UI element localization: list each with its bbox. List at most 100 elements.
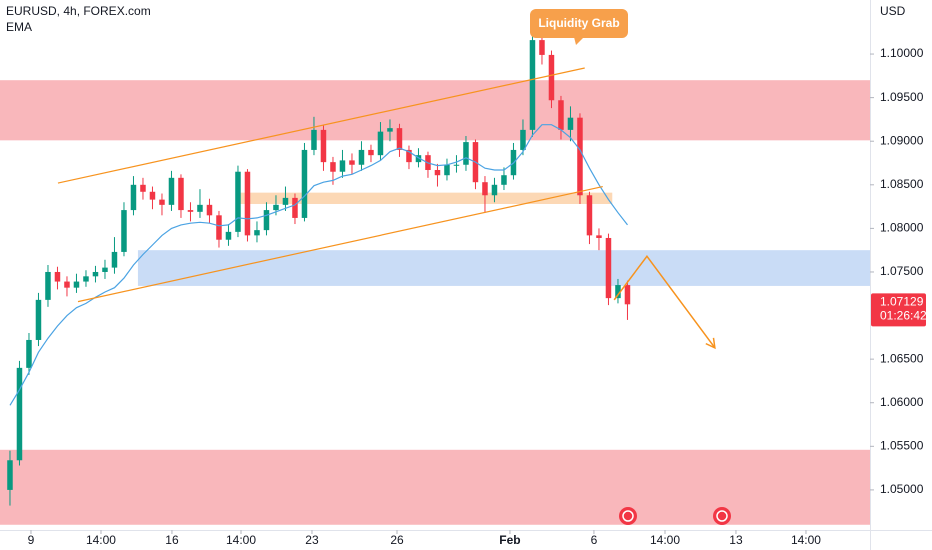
candle-body (548, 54, 555, 101)
candle-body (102, 267, 108, 272)
x-tick-label: 14:00 (650, 533, 680, 547)
candle-body (453, 164, 460, 166)
candle-body (83, 276, 89, 282)
x-tick-label: Feb (499, 533, 520, 547)
x-tick-label: 9 (28, 533, 35, 547)
candle-body (225, 231, 232, 240)
candle-body (358, 149, 365, 165)
trendline (77, 185, 603, 303)
event-icon (713, 507, 731, 525)
candle-body (520, 129, 526, 150)
candle-body (216, 215, 222, 240)
annotation-box (530, 9, 628, 38)
candle-body (26, 339, 32, 368)
y-tick-label: 1.09000 (880, 133, 924, 147)
candle-body (273, 204, 279, 211)
axes: 1.05000 1.05500 1.06000 1.06500 1.07500 1.080… (28, 46, 927, 547)
y-tick-label: 1.05500 (880, 438, 924, 452)
zone (0, 80, 870, 141)
candle-body (387, 128, 393, 132)
y-tick-label: 1.07500 (880, 264, 924, 278)
countdown: 01:26:42 (880, 308, 927, 322)
candle-body (149, 191, 156, 200)
candle-body (16, 367, 23, 461)
candle-body (92, 271, 99, 277)
candle-body (45, 271, 51, 300)
annotation-text: Liquidity Grab (538, 16, 619, 30)
candle-body (330, 162, 336, 172)
candle-body (263, 210, 270, 231)
event-icon (622, 510, 634, 522)
plot-area (0, 19, 870, 525)
candle-body (35, 299, 42, 340)
y-tick-label: 1.08000 (880, 221, 924, 235)
zone (239, 192, 613, 204)
candle-body (396, 128, 403, 150)
candle-body (615, 285, 621, 299)
candle-body (368, 149, 374, 156)
annotation: Liquidity Grab (530, 9, 628, 45)
y-tick-label: 1.06500 (880, 351, 924, 365)
y-tick-label: 1.10000 (880, 46, 924, 60)
candle-body (7, 460, 13, 490)
candle-body (501, 175, 507, 185)
x-tick-label: 14:00 (226, 533, 256, 547)
candle-body (415, 155, 422, 163)
candle-body (406, 149, 412, 163)
candle-body (444, 164, 450, 176)
candle-body (282, 197, 289, 205)
candle-body (539, 40, 545, 55)
x-tick-label: 23 (305, 533, 319, 547)
candle-body (339, 160, 346, 172)
currency: USD (880, 4, 906, 18)
candle-body (121, 210, 127, 252)
candle-body (463, 142, 469, 165)
candle-body (577, 117, 583, 196)
candle-body (311, 129, 317, 150)
candle-body (567, 117, 574, 130)
y-tick-label: 1.09500 (880, 90, 924, 104)
annotation-tail (574, 37, 584, 45)
candle-body (349, 160, 355, 165)
last-price: 1.07129 (880, 294, 924, 308)
projection-arrowhead (705, 337, 716, 350)
candle-body (491, 184, 498, 196)
candle-body (292, 197, 298, 218)
candle-body (168, 177, 175, 205)
candle-body (187, 210, 194, 212)
y-tick-label: 1.06000 (880, 395, 924, 409)
event-icon (619, 507, 731, 525)
ema-line (9, 124, 628, 406)
candle-body (482, 182, 488, 196)
x-tick-label: 26 (390, 533, 404, 547)
price-tag (871, 293, 926, 327)
candle-body (197, 204, 203, 212)
candle-body (434, 169, 441, 176)
candle-body (624, 285, 631, 305)
candle-body (301, 149, 308, 218)
x-tick-label: 16 (165, 533, 179, 547)
candle-body (206, 204, 213, 216)
candle-body (73, 281, 80, 288)
candle-body (320, 129, 327, 163)
x-tick-label: 13 (729, 533, 743, 547)
y-tick-label: 1.05000 (880, 482, 924, 496)
zone (0, 449, 870, 525)
event-icon (716, 510, 728, 522)
x-tick-label: 14:00 (86, 533, 116, 547)
candle-body (529, 40, 536, 130)
candle-body (254, 230, 260, 236)
candle-body (605, 237, 612, 299)
candle-body (596, 235, 602, 238)
candle-body (558, 100, 564, 130)
candle-body (235, 171, 241, 232)
candle-body (586, 195, 593, 236)
x-tick-label: 6 (591, 533, 598, 547)
indicator-name: EMA (6, 20, 32, 34)
candle-body (111, 251, 118, 268)
candle-body (64, 281, 70, 288)
event-icon (619, 507, 637, 525)
y-tick-label: 1.08500 (880, 177, 924, 191)
